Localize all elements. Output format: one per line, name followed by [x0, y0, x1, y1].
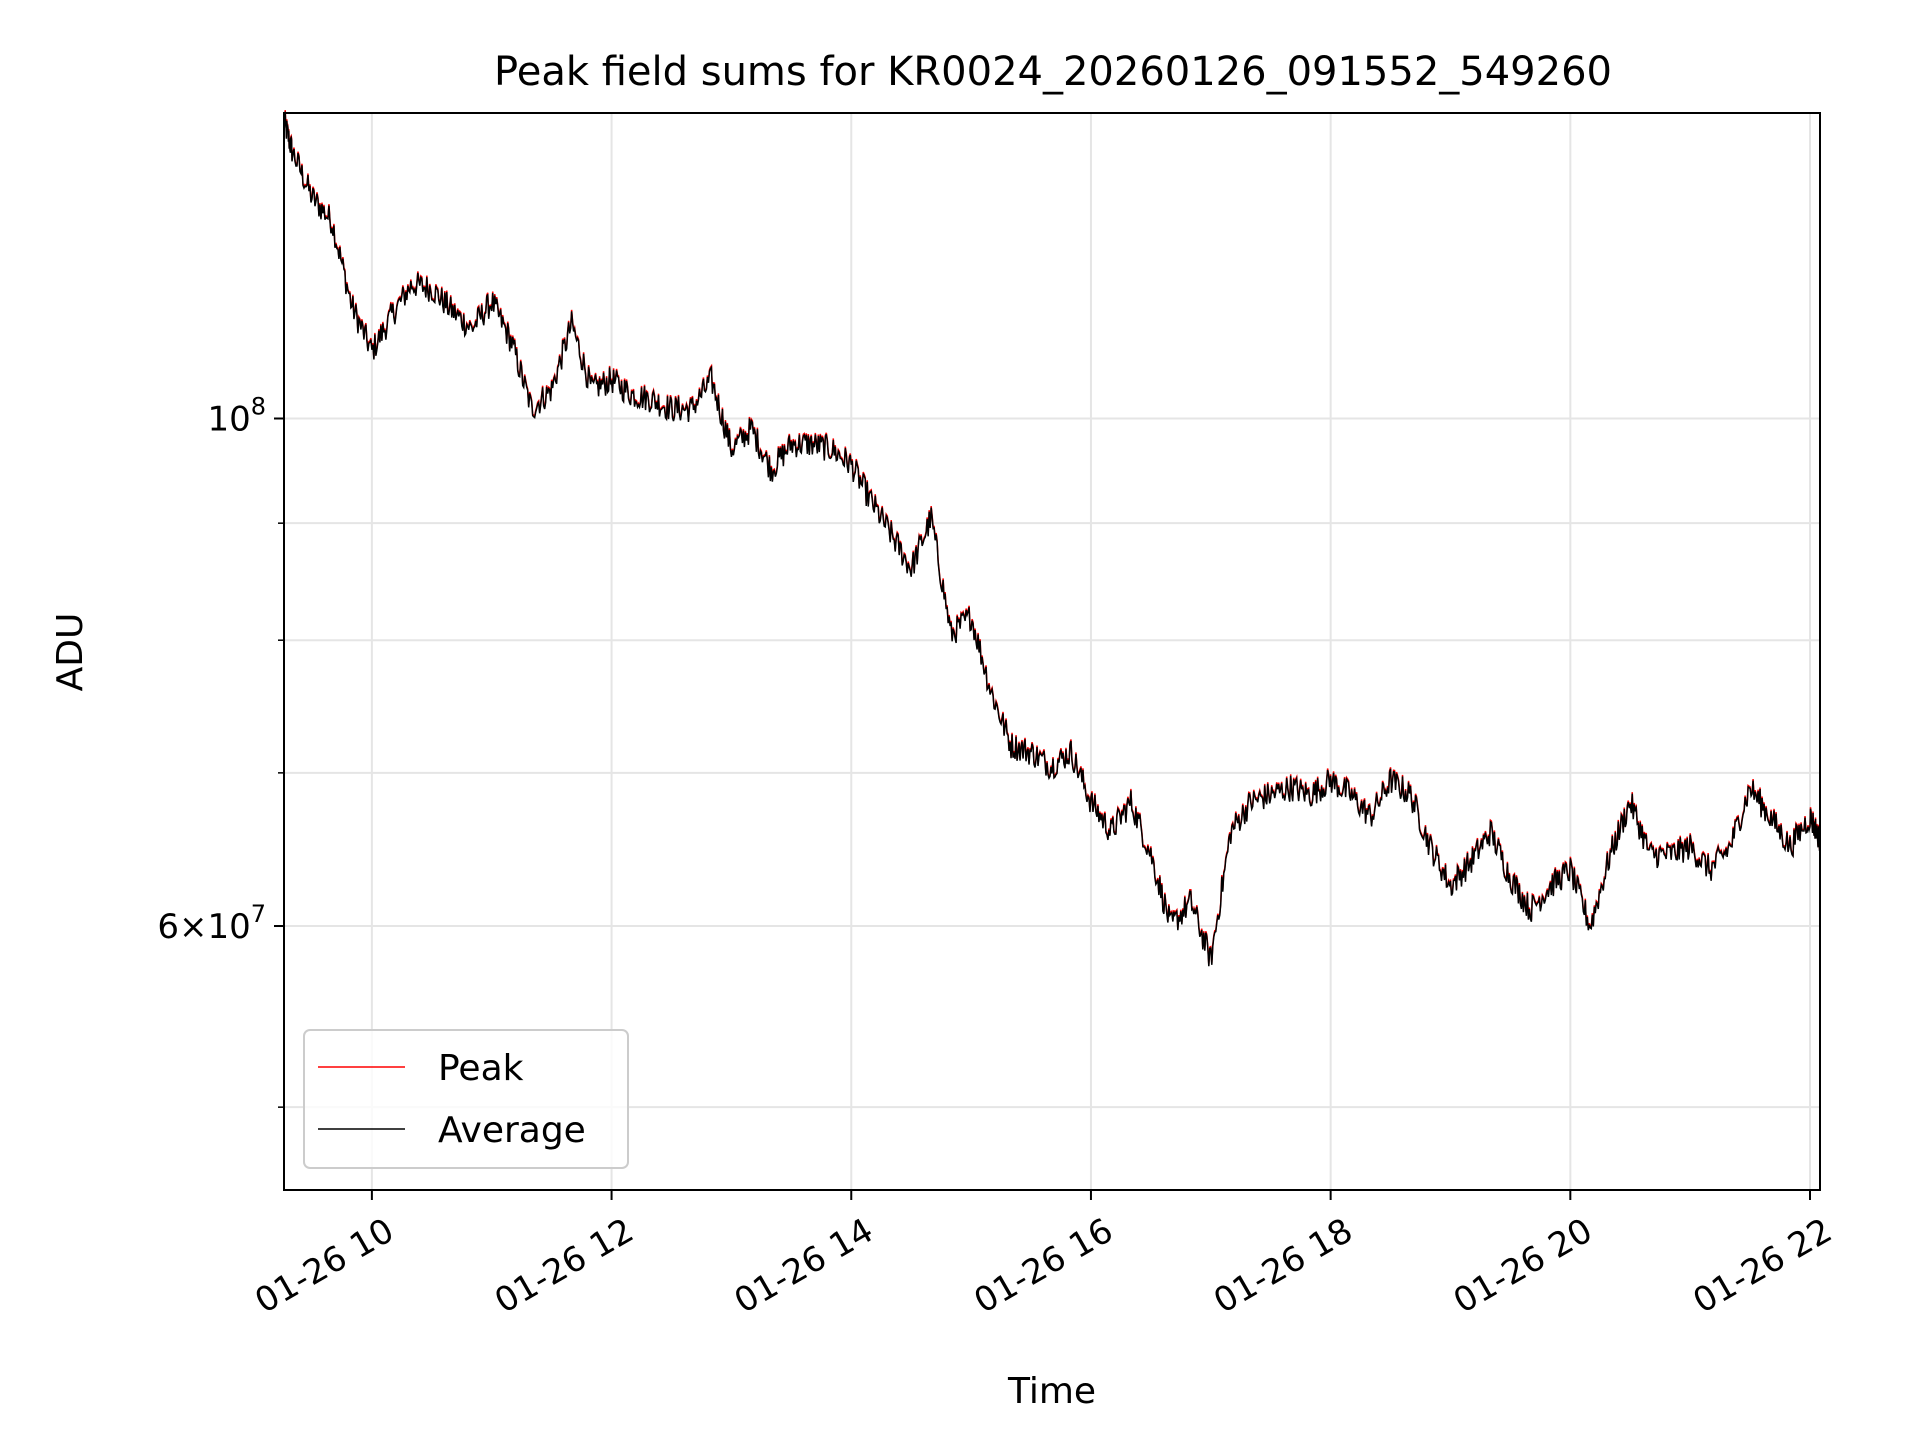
- chart-title: Peak field sums for KR0024_20260126_0915…: [494, 49, 1612, 95]
- y-axis: 6×107 108: [157, 392, 284, 1108]
- x-tick-label: 01-26 20: [1447, 1211, 1599, 1322]
- series-average: [283, 111, 1821, 967]
- x-tick-label: 01-26 18: [1207, 1211, 1359, 1322]
- plot-frame: [283, 112, 1821, 1191]
- y-tick-label: 108: [207, 392, 266, 439]
- x-tick-label: 01-26 14: [728, 1211, 880, 1322]
- plot-background: [284, 113, 1820, 1190]
- y-axis-label: ADU: [50, 613, 91, 692]
- average-line: [283, 111, 1821, 967]
- x-axis-label: Time: [1007, 1371, 1096, 1412]
- x-tick-label: 01-26 16: [967, 1211, 1119, 1322]
- legend-average-label: Average: [438, 1110, 586, 1151]
- y-tick-label: 6×107: [157, 900, 266, 947]
- legend: Peak Average: [303, 1029, 629, 1169]
- x-tick-label: 01-26 10: [248, 1211, 400, 1322]
- legend-peak-label: Peak: [438, 1048, 524, 1089]
- plot-area: [283, 110, 1821, 1191]
- x-tick-label: 01-26 12: [488, 1211, 640, 1322]
- legend-box: [303, 1029, 629, 1169]
- x-tick-label: 01-26 22: [1687, 1211, 1839, 1322]
- x-axis: 01-26 10 01-26 12 01-26 14 01-26 16 01-26 18…: [248, 1190, 1839, 1322]
